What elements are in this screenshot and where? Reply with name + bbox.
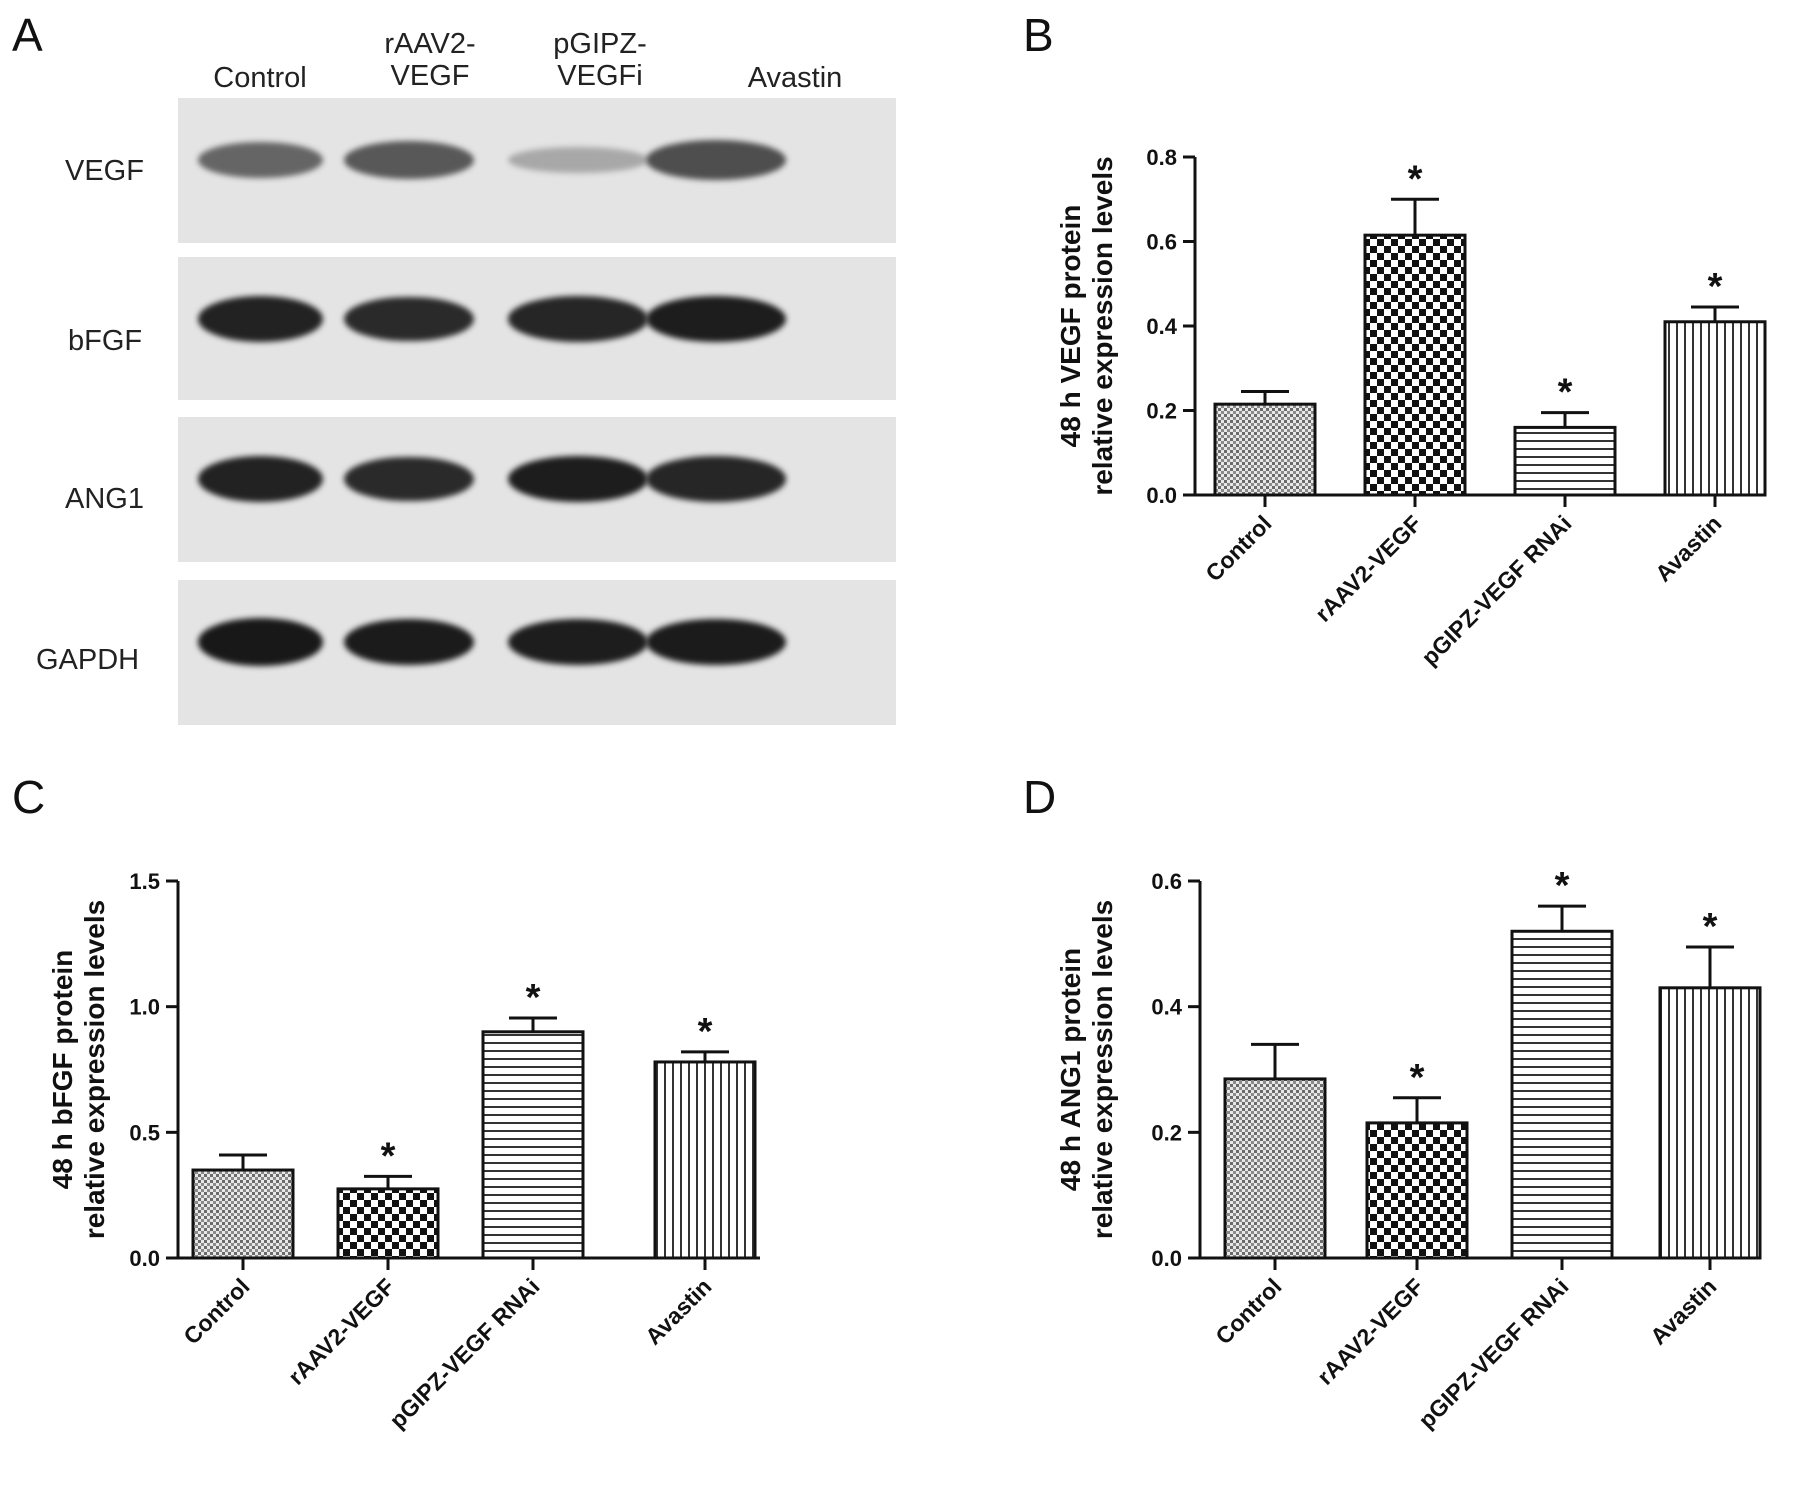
y-tick-label: 0.5 (129, 1120, 160, 1145)
western-blot: Control rAAV2- VEGF pGIPZ- VEGFi Avastin… (0, 0, 900, 740)
significance-star: * (1558, 372, 1573, 414)
bar-1 (191, 1168, 295, 1260)
y-tick-label: 0.0 (1151, 1246, 1182, 1271)
significance-star: * (1708, 266, 1723, 308)
band-bfgf-3 (508, 296, 648, 342)
blot-strip-bfgf (178, 257, 896, 400)
category-label: Avastin (1650, 510, 1727, 587)
y-tick-label: 0.0 (129, 1246, 160, 1271)
band-gapdh-2 (344, 618, 474, 666)
y-tick-label: 0.2 (1146, 399, 1177, 424)
lane-label-line: Control (213, 62, 307, 94)
significance-star: * (381, 1135, 396, 1177)
category-label: Control (178, 1273, 254, 1349)
significance-star: * (1408, 158, 1423, 200)
blot-strip-vegf (178, 98, 896, 243)
bar-4 (653, 1060, 757, 1260)
lane-label-line: VEGFi (557, 60, 643, 92)
category-label: Control (1200, 510, 1276, 586)
y-axis-label: 48 h bFGF protein (47, 950, 78, 1190)
category-label: rAAV2-VEGF (283, 1273, 400, 1390)
band-bfgf-1 (197, 296, 323, 342)
band-ang1-3 (508, 455, 648, 503)
y-axis-label: 48 h VEGF protein (1055, 205, 1086, 448)
band-vegf-3 (508, 146, 648, 174)
bar-2 (1365, 1121, 1469, 1260)
significance-star: * (1555, 865, 1570, 907)
y-tick-label: 1.5 (129, 869, 160, 894)
panel-label-d: D (1023, 771, 1057, 823)
band-vegf-4 (646, 140, 786, 180)
band-ang1-2 (344, 456, 474, 502)
lane-label-control: Control (190, 62, 330, 94)
category-label: Control (1210, 1273, 1286, 1349)
chart-bfgf: 48 h bFGF protein relative expression lev… (47, 869, 760, 1433)
band-bfgf-4 (646, 295, 786, 343)
bar-4 (1663, 320, 1767, 497)
row-label-vegf: VEGF (65, 155, 144, 187)
bar-4 (1658, 986, 1762, 1260)
y-tick-label: 0.2 (1151, 1120, 1182, 1145)
y-tick-label: 0.0 (1146, 483, 1177, 508)
category-label: Avastin (640, 1273, 717, 1350)
row-label-bfgf: bFGF (68, 325, 143, 357)
significance-star: * (1410, 1057, 1425, 1099)
bar-2 (1363, 233, 1467, 497)
row-label-gapdh: GAPDH (36, 644, 140, 676)
band-vegf-2 (344, 140, 474, 180)
band-ang1-1 (197, 456, 323, 502)
band-bfgf-2 (344, 296, 474, 342)
band-vegf-1 (197, 141, 323, 179)
lane-label-avastin: Avastin (720, 62, 870, 94)
significance-star: * (526, 977, 541, 1019)
y-axis-label: 48 h ANG1 protein (1055, 948, 1086, 1191)
lane-label-line: VEGF (390, 60, 470, 92)
y-tick-label: 0.8 (1146, 145, 1177, 170)
significance-star: * (698, 1011, 713, 1053)
bar-1 (1223, 1077, 1327, 1260)
category-label: rAAV2-VEGF (1312, 1273, 1429, 1390)
y-axis-label: relative expression levels (1087, 156, 1118, 495)
lane-label-line: Avastin (747, 62, 843, 94)
bar-1 (1213, 402, 1317, 497)
y-tick-label: 0.6 (1151, 869, 1182, 894)
panel-label-b: B (1023, 9, 1054, 61)
bar-3 (1510, 929, 1614, 1260)
bar-3 (1513, 425, 1617, 497)
category-label: pGIPZ-VEGF RNAi (1413, 1273, 1573, 1433)
category-label: Avastin (1645, 1273, 1722, 1350)
y-tick-label: 0.6 (1146, 230, 1177, 255)
row-label-ang1: ANG1 (65, 483, 144, 515)
lane-label-line: rAAV2- (384, 28, 476, 60)
category-label: pGIPZ-VEGF RNAi (1416, 510, 1576, 670)
band-gapdh-4 (646, 618, 786, 666)
panel-label-c: C (12, 771, 46, 823)
blot-strip-ang1 (178, 417, 896, 562)
y-tick-label: 0.4 (1146, 314, 1177, 339)
band-ang1-4 (646, 456, 786, 502)
panel-label-a: A (12, 9, 43, 61)
category-label: rAAV2-VEGF (1310, 510, 1427, 627)
blot-strip-gapdh (178, 580, 896, 725)
y-tick-label: 0.4 (1151, 995, 1182, 1020)
lane-label-pgipz-vegfi: pGIPZ- VEGFi (535, 28, 665, 92)
category-label: pGIPZ-VEGF RNAi (384, 1273, 544, 1433)
significance-star: * (1703, 906, 1718, 948)
chart-ang1: 48 h ANG1 protein relative expression lev… (1055, 865, 1762, 1433)
bar-2 (336, 1187, 440, 1260)
y-axis-label: relative expression levels (79, 900, 110, 1239)
bar-3 (481, 1030, 585, 1260)
lane-label-raav2-vegf: rAAV2- VEGF (365, 28, 495, 92)
band-gapdh-1 (197, 618, 323, 666)
lane-label-line: pGIPZ- (553, 28, 647, 60)
y-axis-label: relative expression levels (1087, 900, 1118, 1239)
y-tick-label: 1.0 (129, 995, 160, 1020)
band-gapdh-3 (508, 618, 648, 666)
chart-vegf: 48 h VEGF protein relative expression lev… (1055, 145, 1767, 670)
